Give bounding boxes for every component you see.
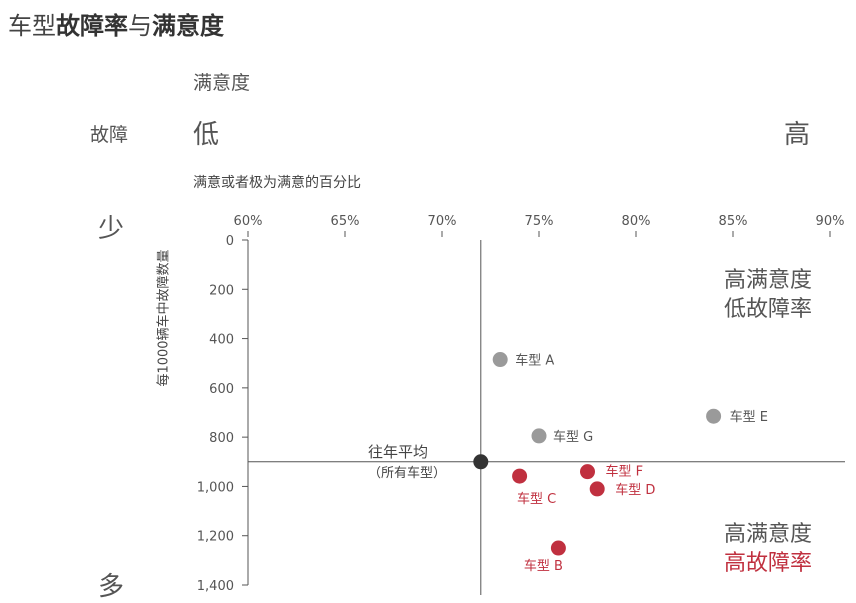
many-failures-label: 多: [98, 572, 125, 602]
satisfaction-header: 满意度: [193, 72, 251, 94]
x-tick-label-0: 60%: [234, 214, 263, 229]
y-tick-label-1: 200: [209, 283, 234, 298]
data-point-label-0: 车型 A: [515, 353, 554, 369]
quadrant-bottom-right: 高满意度 高故障率: [724, 520, 812, 578]
y-tick-label-5: 1,000: [197, 480, 234, 495]
y-tick-label-6: 1,200: [197, 530, 234, 545]
quadrant-top-right-line2: 低故障率: [724, 297, 813, 322]
high-satisfaction-label: 高: [784, 120, 811, 150]
data-point-label-1: 车型 E: [730, 409, 768, 425]
title-part-3: 与: [128, 12, 152, 40]
title-part-4: 满意度: [152, 12, 224, 40]
data-point-3: [580, 464, 595, 480]
failure-header: 故障: [90, 124, 129, 146]
average-label-line1: 往年平均: [368, 443, 429, 461]
quadrant-top-right-line1: 高满意度: [724, 268, 813, 293]
low-satisfaction-label: 低: [193, 120, 220, 150]
y-tick-label-0: 0: [226, 234, 234, 249]
data-point-4: [512, 468, 528, 484]
x-tick-label-3: 75%: [525, 214, 554, 229]
quadrant-top-right: 高满意度 低故障率: [724, 266, 812, 324]
title-part-2: 故障率: [56, 12, 128, 40]
y-tick-label-2: 400: [209, 333, 234, 348]
data-point-6: [550, 540, 566, 556]
few-failures-label: 少: [98, 214, 125, 244]
x-axis-title: 满意或者极为满意的百分比: [193, 175, 361, 191]
y-tick-label-3: 600: [209, 382, 234, 397]
data-point-label-5: 车型 D: [615, 482, 655, 498]
data-point-label-4: 车型 C: [517, 491, 556, 507]
x-tick-label-5: 85%: [719, 214, 748, 229]
data-point-label-3: 车型 F: [606, 464, 644, 480]
data-point-label-6: 车型 B: [524, 558, 563, 574]
x-tick-label-2: 70%: [428, 214, 457, 229]
quadrant-bottom-right-line2: 高故障率: [724, 551, 813, 576]
title-part-1: 车型: [8, 12, 56, 40]
average-point: [473, 454, 489, 470]
data-point-label-2: 车型 G: [553, 429, 593, 445]
y-tick-label-4: 800: [209, 431, 234, 446]
chart-title: 车型故障率与满意度: [8, 6, 224, 41]
data-point-5: [589, 481, 605, 497]
x-tick-label-4: 80%: [622, 214, 651, 229]
average-label-line2: （所有车型）: [368, 466, 447, 481]
x-tick-label-1: 65%: [331, 214, 360, 229]
data-point-0: [492, 352, 508, 368]
y-tick-label-7: 1,400: [197, 579, 234, 594]
quadrant-bottom-right-line1: 高满意度: [724, 522, 813, 547]
data-point-2: [531, 428, 547, 444]
x-tick-label-6: 90%: [816, 214, 845, 229]
data-point-1: [706, 408, 722, 424]
